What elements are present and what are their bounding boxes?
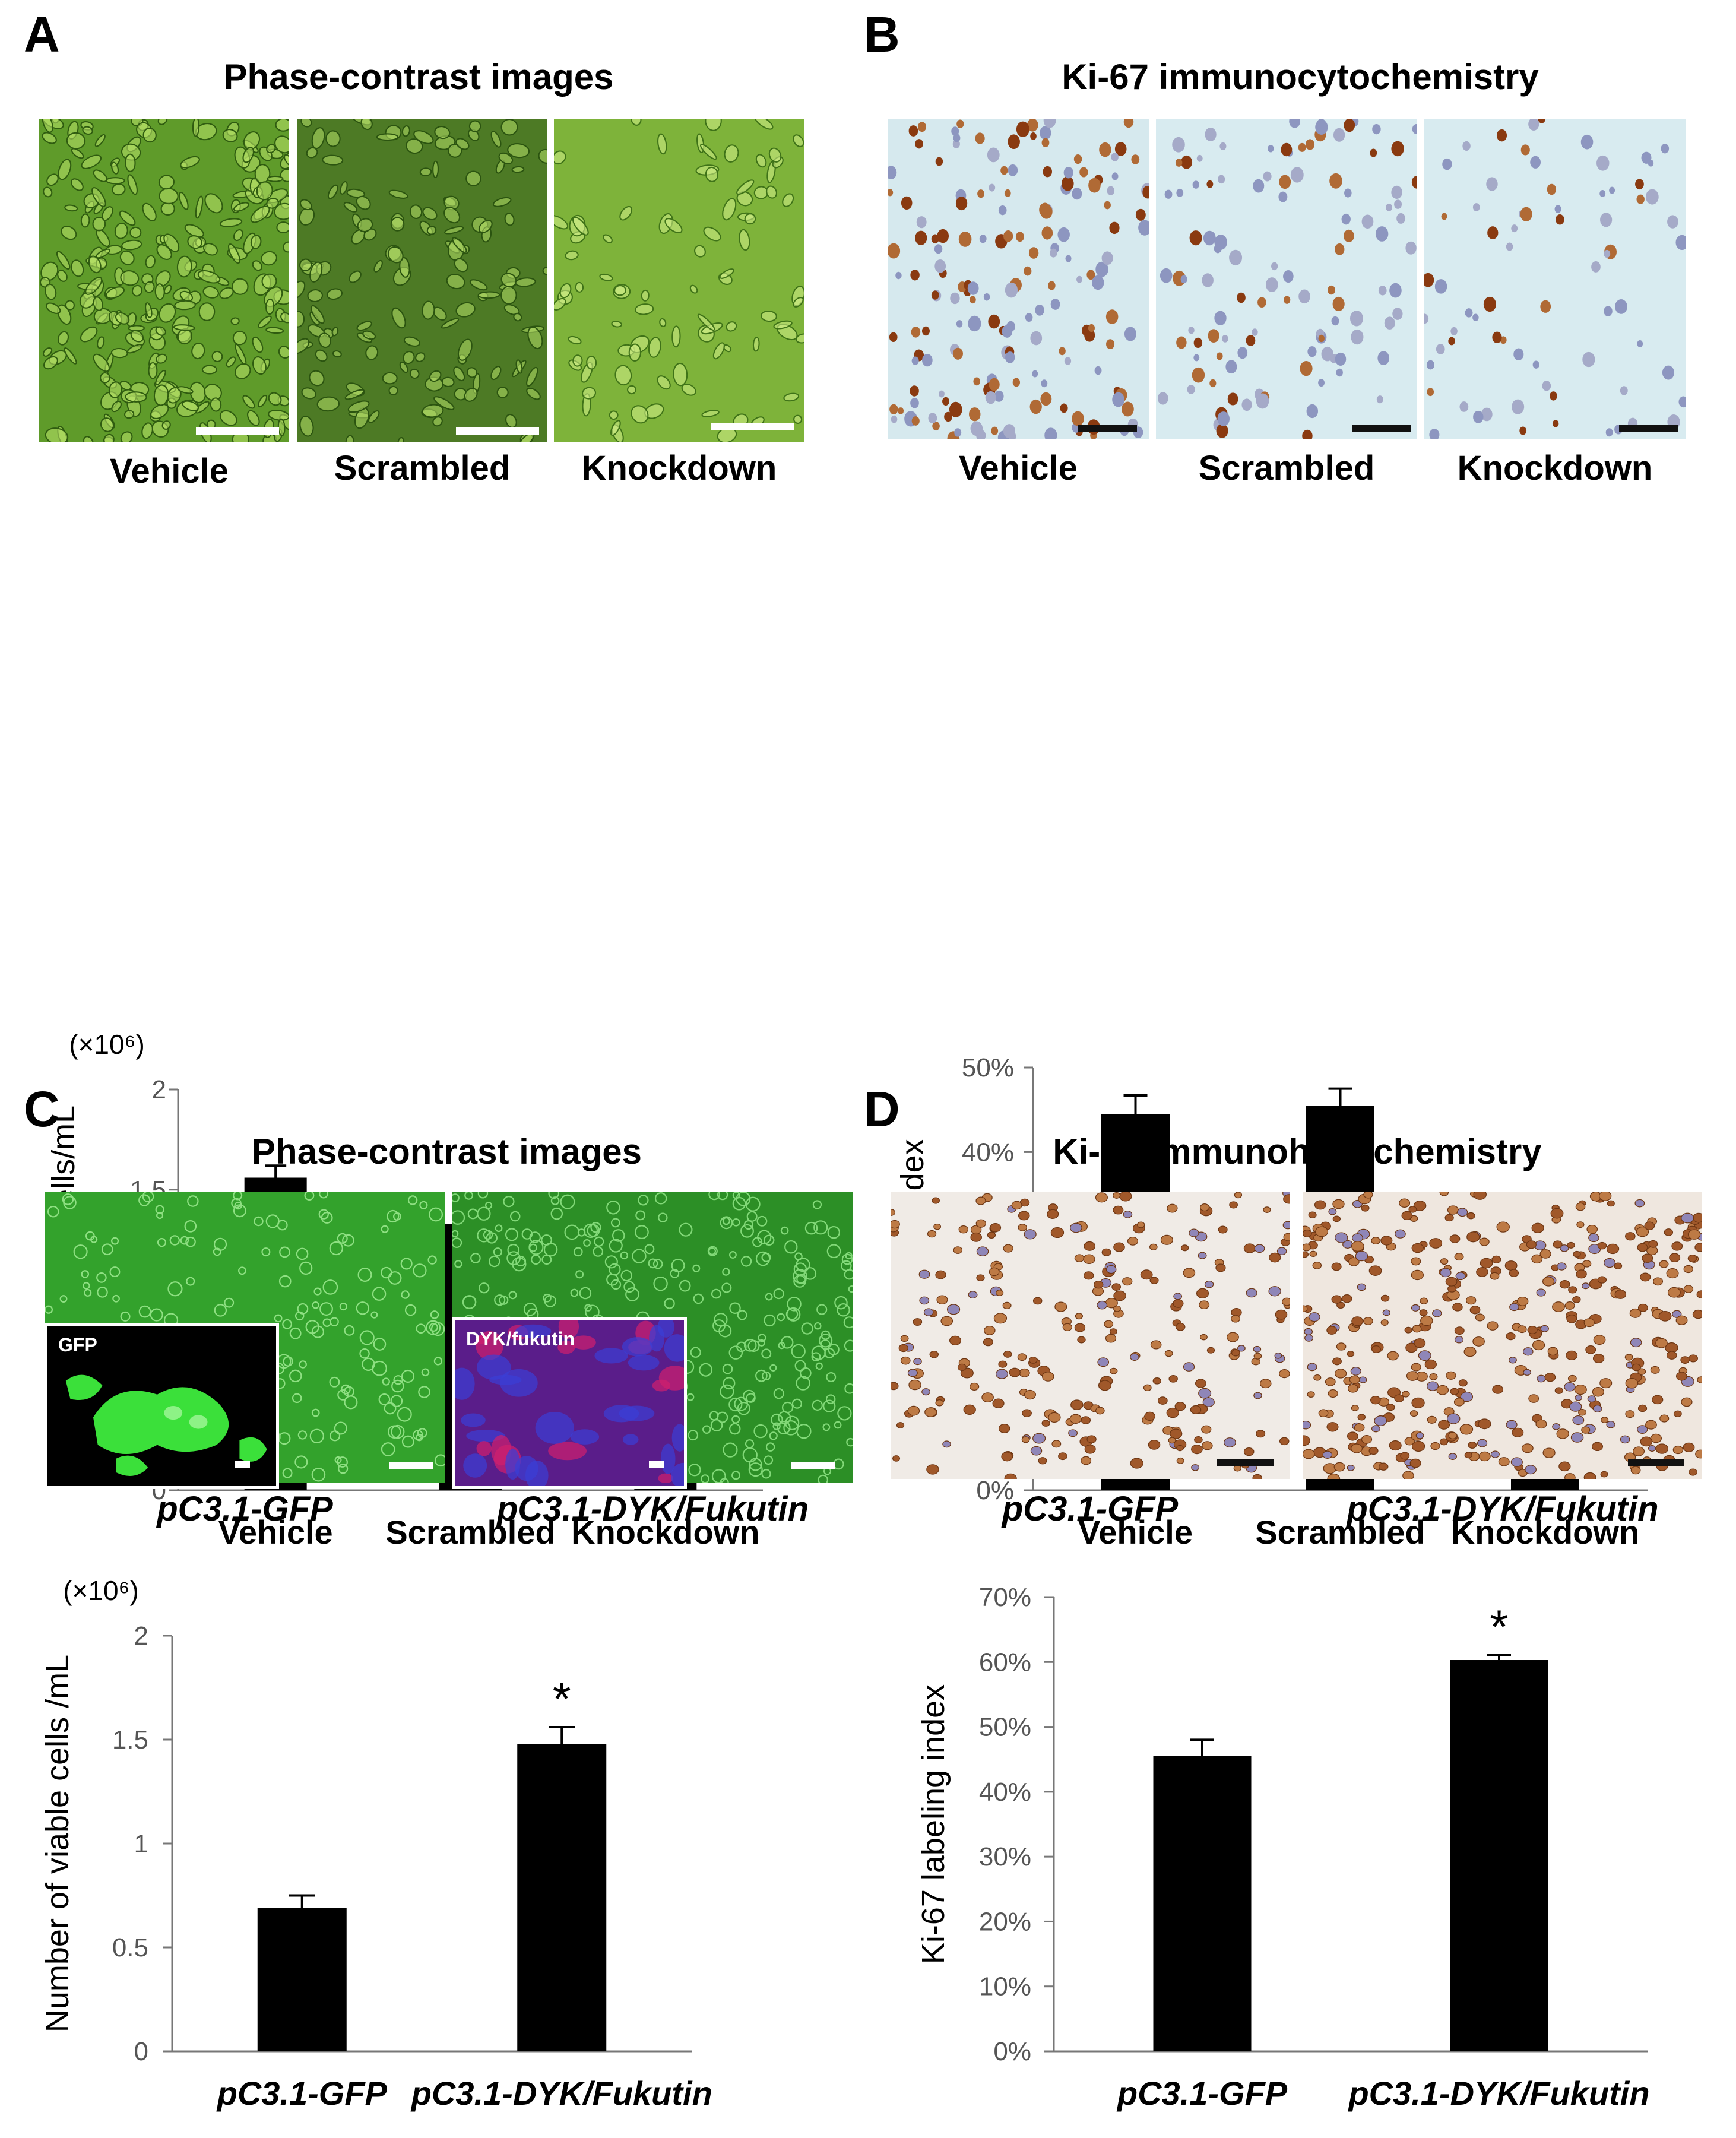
micrograph-b-vehicle	[888, 119, 1149, 439]
chart-b-y-tick-label: 50%	[962, 1053, 1014, 1082]
chart-c-y-tick-label: 1	[134, 1829, 148, 1858]
scale-bar-b-knockdown	[1619, 425, 1678, 432]
caption-c-fukutin: pC3.1-DYK/Fukutin	[496, 1490, 809, 1528]
chart-c-y-tick-label: 2	[134, 1621, 148, 1651]
chart-a-category-label: Vehicle	[218, 1513, 333, 1551]
caption-a-knockdown: Knockdown	[581, 449, 777, 487]
caption-b-vehicle: Vehicle	[959, 449, 1078, 487]
chart-d-y-tick-label: 70%	[979, 1583, 1031, 1612]
panel-d-title: Ki-67 immunohistochemistry	[1053, 1132, 1542, 1171]
chart-d-y-label: Ki-67 labeling index	[915, 1684, 951, 1964]
micrograph-d-fukutin	[1303, 1192, 1702, 1479]
scale-bar-d-fukutin	[1628, 1459, 1684, 1466]
chart-a-y-tick-label: 2	[152, 1075, 166, 1104]
scale-bar-a-knockdown	[711, 423, 794, 430]
caption-d-fukutin: pC3.1-DYK/Fukutin	[1347, 1490, 1659, 1528]
micrograph-d-gfp	[891, 1192, 1290, 1479]
chart-d-y-tick-label: 60%	[979, 1648, 1031, 1677]
micrograph-a-knockdown	[554, 119, 804, 442]
micrograph-a-scrambled	[297, 119, 547, 442]
inset-c-gfp: GFP	[45, 1323, 279, 1489]
chart-d-bar	[1450, 1660, 1548, 2051]
inset-c-fukutin: DYK/fukutin	[452, 1317, 687, 1489]
chart-d-y-tick-label: 40%	[979, 1778, 1031, 1807]
chart-b-category-label: Scrambled	[1255, 1513, 1425, 1551]
chart-c-y-unit: (×10⁶)	[63, 1575, 139, 1606]
chart-c-category-label: pC3.1-DYK/Fukutin	[410, 2074, 712, 2112]
chart-d-y-tick-label: 10%	[979, 1972, 1031, 2001]
inset-label-gfp: GFP	[58, 1334, 97, 1355]
panel-letter-b: B	[864, 7, 900, 62]
chart-c-category-label: pC3.1-GFP	[216, 2074, 388, 2112]
caption-d-gfp: pC3.1-GFP	[1002, 1490, 1179, 1528]
scale-bar-c-inset-gfp	[235, 1461, 250, 1468]
micrograph-b-knockdown	[1424, 119, 1686, 439]
chart-b-category-label: Knockdown	[1451, 1513, 1639, 1551]
scale-bar-b-vehicle	[1078, 425, 1137, 432]
caption-a-vehicle: Vehicle	[110, 452, 229, 490]
panel-letter-c: C	[24, 1081, 60, 1137]
chart-d-y-tick-label: 20%	[979, 1907, 1031, 1936]
caption-b-scrambled: Scrambled	[1198, 449, 1375, 487]
caption-b-knockdown: Knockdown	[1457, 449, 1653, 487]
chart-d: 0% 10% 20% 30% 40% 50% 60% 70% Ki-67 labeling in…	[915, 1583, 1650, 2112]
chart-d-category-label: pC3.1-DYK/Fukutin	[1347, 2074, 1649, 2112]
scale-bar-b-scrambled	[1352, 425, 1411, 432]
chart-c: 0 0.5 1 1.5 2 Number of viable cells /mL (×10⁶…	[40, 1575, 712, 2112]
inset-label-fukutin: DYK/fukutin	[466, 1328, 575, 1350]
scale-bar-d-gfp	[1217, 1459, 1274, 1466]
chart-c-bar	[257, 1908, 347, 2051]
chart-c-y-tick-label: 1.5	[112, 1725, 148, 1754]
scale-bar-c-fukutin	[791, 1462, 835, 1469]
chart-c-bar	[517, 1744, 607, 2051]
scale-bar-c-gfp	[389, 1462, 433, 1469]
chart-d-y-tick-label: 50%	[979, 1713, 1031, 1742]
chart-c-y-tick-label: 0.5	[112, 1933, 148, 1962]
micrograph-a-vehicle	[39, 119, 289, 442]
scale-bar-c-inset-fukutin	[649, 1461, 664, 1468]
micrograph-b-scrambled	[1156, 119, 1417, 439]
chart-d-y-tick-label: 0%	[993, 2037, 1031, 2066]
panel-c-title: Phase-contrast images	[252, 1132, 642, 1171]
panel-b-title: Ki-67 immunocytochemistry	[1062, 57, 1539, 97]
chart-c-y-tick-label: 0	[134, 2037, 148, 2066]
caption-c-gfp: pC3.1-GFP	[157, 1490, 333, 1528]
chart-a-category-label: Scrambled	[385, 1513, 555, 1551]
chart-d-y-tick-label: 30%	[979, 1842, 1031, 1871]
panel-a-title: Phase-contrast images	[223, 57, 614, 97]
chart-d-category-label: pC3.1-GFP	[1116, 2074, 1288, 2112]
panel-letter-d: D	[864, 1081, 900, 1137]
chart-b-category-label: Vehicle	[1078, 1513, 1193, 1551]
scale-bar-a-vehicle	[196, 427, 279, 435]
panel-letter-a: A	[24, 7, 60, 62]
chart-b: 0%10%20%30%40%50%Ki-67 labeling indexVeh…	[895, 1053, 1648, 1551]
chart-b-y-tick-label: 0%	[976, 1476, 1014, 1505]
chart-d-bar	[1153, 1756, 1252, 2051]
scale-bar-a-scrambled	[456, 427, 539, 435]
chart-c-y-label: Number of viable cells /mL	[40, 1655, 75, 2032]
chart-c-significance-mark: *	[553, 1673, 571, 1725]
chart-d-significance-mark: *	[1490, 1600, 1508, 1653]
chart-a-category-label: Knockdown	[571, 1513, 759, 1551]
chart-a-y-unit: (×10⁶)	[69, 1029, 145, 1060]
caption-a-scrambled: Scrambled	[334, 449, 511, 487]
chart-b-y-tick-label: 40%	[962, 1138, 1014, 1167]
